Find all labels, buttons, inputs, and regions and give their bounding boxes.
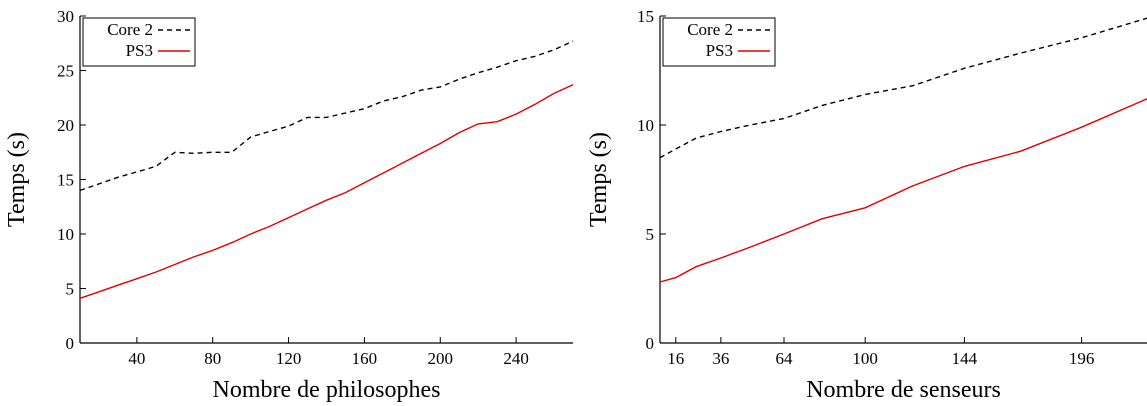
y-tick-label: 25 <box>57 62 74 81</box>
legend: Core 2 PS3 <box>662 17 776 67</box>
y-tick-label: 20 <box>57 116 74 135</box>
series-line-core-2 <box>79 40 574 192</box>
x-tick-label: 120 <box>276 349 302 368</box>
y-tick-label: 5 <box>646 225 655 244</box>
x-tick-label: 40 <box>128 349 145 368</box>
y-tick-label: 15 <box>57 171 74 190</box>
chart-sensors: 0 5 10 15 16 36 64 100 144 196 Nombre de senseurs T… <box>586 7 1147 403</box>
x-tick-label: 240 <box>503 349 529 368</box>
x-tick-label: 16 <box>667 349 684 368</box>
legend-entry-label: Core 2 <box>107 20 153 39</box>
x-tick-label: 144 <box>952 349 978 368</box>
x-tick-label: 64 <box>776 349 794 368</box>
y-tick-label: 0 <box>646 334 655 353</box>
x-axis-title: Nombre de senseurs <box>806 377 1001 403</box>
x-axis-title: Nombre de philosophes <box>213 377 441 403</box>
x-tick-label: 36 <box>712 349 729 368</box>
y-tick-label: 5 <box>66 280 75 299</box>
y-axis-title: Temps (s) <box>586 132 612 227</box>
legend-entry-label: PS3 <box>706 41 733 60</box>
y-tick-label: 15 <box>637 7 654 26</box>
x-tick-label: 160 <box>352 349 378 368</box>
legend: Core 2 PS3 <box>82 17 196 67</box>
x-tick-label: 196 <box>1069 349 1095 368</box>
y-tick-label: 0 <box>66 334 75 353</box>
chart-philosophers: 0 5 10 15 20 25 30 40 80 120 160 200 240 Nombre de ph… <box>4 7 574 403</box>
y-tick-label: 10 <box>57 225 74 244</box>
x-tick-label: 100 <box>852 349 878 368</box>
series-line-core-2 <box>659 17 1147 159</box>
y-tick-label: 30 <box>57 7 74 26</box>
series-line-ps3 <box>659 98 1147 283</box>
legend-box <box>662 17 776 67</box>
series-line-ps3 <box>79 84 574 299</box>
legend-entry-label: Core 2 <box>687 20 733 39</box>
y-axis-title: Temps (s) <box>4 132 30 227</box>
x-tick-label: 200 <box>428 349 454 368</box>
legend-entry-label: PS3 <box>126 41 153 60</box>
y-tick-label: 10 <box>637 116 654 135</box>
x-tick-label: 80 <box>204 349 221 368</box>
legend-box <box>82 17 196 67</box>
